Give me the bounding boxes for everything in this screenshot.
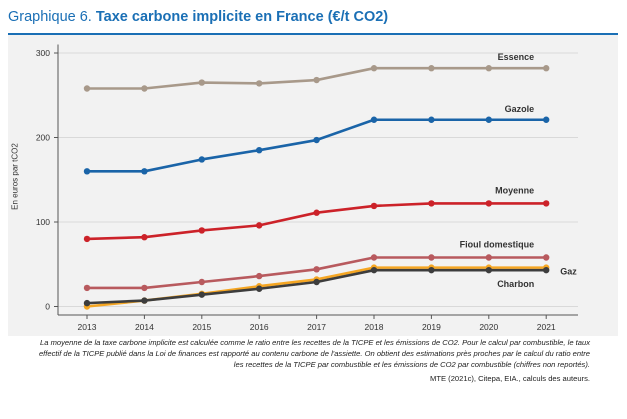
series-labels: Essence Gazole Moyenne Fioul domestique Gaz C…	[460, 52, 578, 289]
series-label-essence: Essence	[498, 52, 535, 62]
data-point-fioul-domestique-2014	[141, 284, 148, 292]
data-point-fioul-domestique-2015	[198, 278, 205, 286]
data-point-essence-2017	[313, 76, 320, 84]
y-axis-label: En euros par tCO2	[10, 143, 20, 210]
data-point-essence-2018	[370, 65, 378, 72]
series-label-fioul-domestique: Fioul domestique	[460, 239, 535, 249]
data-point-gazole-2021	[543, 116, 550, 123]
data-point-essence-2015	[198, 79, 205, 86]
data-point-charbon-2014	[141, 297, 148, 304]
data-point-fioul-domestique-2016	[256, 272, 263, 280]
chart-top-rule	[8, 33, 618, 35]
series-lines	[83, 65, 550, 310]
data-point-moyenne-2015	[198, 227, 205, 234]
data-point-moyenne-2016	[256, 222, 263, 229]
data-point-essence-2019	[428, 65, 435, 72]
data-point-gazole-2017	[313, 136, 320, 144]
y-tick-label: 100	[36, 217, 50, 227]
figure-main-title: Taxe carbone implicite en France (€/t CO…	[95, 9, 389, 25]
data-point-fioul-domestique-2020	[485, 254, 492, 261]
data-point-gazole-2015	[198, 156, 205, 163]
x-tick-label: 2021	[537, 322, 556, 332]
data-point-charbon-2015	[198, 291, 205, 298]
data-point-charbon-2016	[256, 285, 263, 292]
figure-source: MTE (2021c), Citepa, EIA., calculs des a…	[430, 374, 590, 383]
chart-panel	[8, 35, 618, 336]
x-tick-label: 2020	[479, 322, 498, 332]
data-point-charbon-2018	[370, 266, 378, 274]
data-point-moyenne-2013	[83, 235, 91, 243]
y-tick-label: 0	[45, 302, 50, 312]
y-tick-label: 200	[36, 133, 50, 143]
series-line-gazole	[87, 118, 547, 173]
x-tick-label: 2013	[78, 322, 97, 332]
data-point-essence-2016	[256, 80, 263, 87]
data-point-essence-2014	[141, 85, 148, 92]
data-point-charbon-2020	[485, 266, 492, 274]
figure-number: Graphique 6.	[8, 9, 92, 25]
x-tick-label: 2019	[422, 322, 441, 332]
data-point-gazole-2013	[83, 168, 91, 175]
data-point-fioul-domestique-2013	[83, 284, 91, 292]
data-point-essence-2021	[543, 65, 550, 72]
series-label-gaz: Gaz	[560, 267, 577, 277]
line-chart: 0 100 200 300 2013 2014 2015 2016 2017 2018 2019 20…	[36, 44, 578, 332]
data-point-moyenne-2018	[370, 202, 378, 210]
x-tick-label: 2014	[135, 322, 154, 332]
figure-note: La moyenne de la taxe carbone implicite …	[38, 338, 590, 369]
x-tick-label: 2016	[250, 322, 269, 332]
data-point-essence-2020	[485, 65, 492, 72]
data-point-fioul-domestique-2017	[313, 266, 320, 273]
data-point-gazole-2020	[485, 116, 492, 123]
series-line-moyenne	[86, 202, 547, 241]
data-point-gazole-2019	[428, 116, 435, 123]
data-point-essence-2013	[83, 85, 91, 92]
data-point-moyenne-2017	[313, 209, 320, 216]
data-point-fioul-domestique-2019	[428, 254, 435, 261]
data-point-moyenne-2019	[428, 200, 435, 207]
data-point-charbon-2021	[543, 266, 550, 274]
series-label-charbon: Charbon	[497, 279, 534, 289]
data-point-gazole-2018	[370, 116, 378, 123]
x-tick-label: 2018	[365, 322, 384, 332]
data-point-charbon-2013	[83, 299, 91, 307]
y-tick-label: 300	[36, 48, 50, 58]
data-point-moyenne-2020	[485, 200, 492, 207]
x-tick-label: 2015	[192, 322, 211, 332]
data-point-gazole-2016	[256, 146, 263, 154]
x-tick-label: 2017	[307, 322, 326, 332]
data-point-moyenne-2014	[141, 234, 148, 241]
data-point-gazole-2014	[141, 168, 148, 175]
axes: 0 100 200 300 2013 2014 2015 2016 2017 2018 2019 20…	[36, 44, 578, 332]
data-point-fioul-domestique-2018	[370, 254, 378, 261]
data-point-charbon-2017	[313, 278, 320, 286]
figure-title: Graphique 6. Taxe carbone implicite en F…	[8, 9, 388, 25]
series-label-gazole: Gazole	[505, 104, 535, 114]
data-point-moyenne-2021	[543, 200, 550, 207]
series-label-moyenne: Moyenne	[495, 185, 534, 195]
data-point-fioul-domestique-2021	[543, 254, 550, 261]
data-point-charbon-2019	[428, 266, 435, 274]
